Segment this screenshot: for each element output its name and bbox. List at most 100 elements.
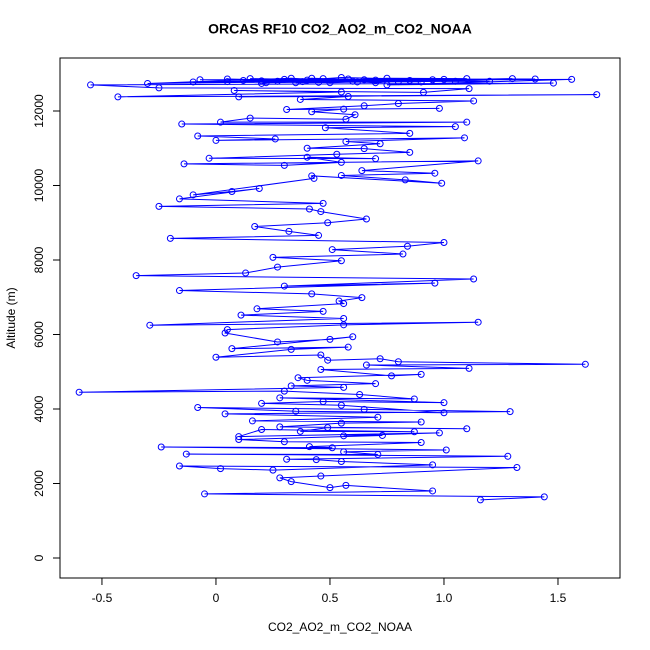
- data-point: [362, 361, 370, 369]
- data-point: [319, 199, 327, 207]
- data-point: [440, 409, 448, 417]
- data-point: [326, 79, 334, 87]
- data-point: [317, 472, 325, 480]
- data-point: [463, 118, 471, 126]
- y-tick-label: 12000: [32, 94, 46, 128]
- data-point: [388, 372, 396, 380]
- data-point: [132, 272, 140, 280]
- data-point: [486, 77, 494, 85]
- data-point: [292, 79, 300, 87]
- y-tick-label: 6000: [32, 321, 46, 348]
- data-point: [376, 355, 384, 363]
- data-point: [417, 439, 425, 447]
- data-point: [460, 134, 468, 142]
- data-point: [175, 462, 183, 470]
- data-point: [269, 466, 277, 474]
- data-point: [344, 92, 352, 100]
- data-point: [476, 496, 484, 504]
- data-point: [351, 111, 359, 119]
- data-point: [205, 154, 213, 162]
- data-point: [248, 417, 256, 425]
- data-point: [372, 76, 380, 84]
- data-point: [75, 388, 83, 396]
- data-point: [280, 161, 288, 169]
- data-point: [337, 171, 345, 179]
- data-point: [221, 410, 229, 418]
- data-point: [283, 455, 291, 463]
- data-point: [274, 77, 282, 85]
- data-point: [438, 179, 446, 187]
- data-point: [442, 446, 450, 454]
- data-point: [324, 356, 332, 364]
- data-point: [504, 452, 512, 460]
- data-point: [255, 184, 263, 192]
- data-point: [308, 108, 316, 116]
- data-point: [319, 307, 327, 315]
- data-point: [531, 75, 539, 83]
- data-line: [79, 76, 597, 501]
- data-point: [212, 136, 220, 144]
- data-point: [276, 423, 284, 431]
- data-point: [258, 425, 266, 433]
- data-point: [239, 76, 247, 84]
- data-point: [308, 74, 316, 82]
- data-point: [417, 370, 425, 378]
- data-point: [114, 93, 122, 101]
- data-point: [360, 102, 368, 110]
- data-point: [230, 87, 238, 95]
- data-point: [333, 150, 341, 158]
- data-point: [340, 383, 348, 391]
- data-point: [435, 429, 443, 437]
- data-point: [335, 297, 343, 305]
- data-point: [180, 160, 188, 168]
- data-point: [431, 169, 439, 177]
- data-point: [283, 106, 291, 114]
- data-point: [356, 390, 364, 398]
- data-point: [246, 75, 254, 83]
- data-point: [189, 78, 197, 86]
- data-point: [440, 238, 448, 246]
- y-axis-label: Altitude (m): [4, 287, 18, 348]
- data-point: [403, 242, 411, 250]
- data-point: [317, 366, 325, 374]
- data-point: [326, 335, 334, 343]
- data-point: [296, 427, 304, 435]
- data-point: [451, 77, 459, 85]
- data-point: [362, 215, 370, 223]
- data-point: [513, 463, 521, 471]
- data-point: [581, 360, 589, 368]
- data-point: [228, 345, 236, 353]
- y-tick-label: 8000: [32, 246, 46, 273]
- data-point: [349, 333, 357, 341]
- data-point: [175, 287, 183, 295]
- data-point: [372, 155, 380, 163]
- data-point: [280, 75, 288, 83]
- data-point: [374, 450, 382, 458]
- data-point: [383, 74, 391, 82]
- data-point: [146, 321, 154, 329]
- data-point: [394, 78, 402, 86]
- data-point: [394, 100, 402, 108]
- data-point: [374, 413, 382, 421]
- data-point: [235, 433, 243, 441]
- data-point: [372, 380, 380, 388]
- data-point: [237, 311, 245, 319]
- data-point: [166, 234, 174, 242]
- data-point: [280, 438, 288, 446]
- data-point: [287, 478, 295, 486]
- data-point: [340, 314, 348, 322]
- data-point: [360, 405, 368, 413]
- data-point: [212, 353, 220, 361]
- data-point: [285, 227, 293, 235]
- data-point: [401, 176, 409, 184]
- data-point: [340, 432, 348, 440]
- data-point: [376, 140, 384, 148]
- data-point: [319, 75, 327, 83]
- data-point: [328, 444, 336, 452]
- data-point: [217, 118, 225, 126]
- data-point: [549, 79, 557, 87]
- data-point: [342, 138, 350, 146]
- data-point: [324, 219, 332, 227]
- data-point: [287, 74, 295, 82]
- data-point: [182, 450, 190, 458]
